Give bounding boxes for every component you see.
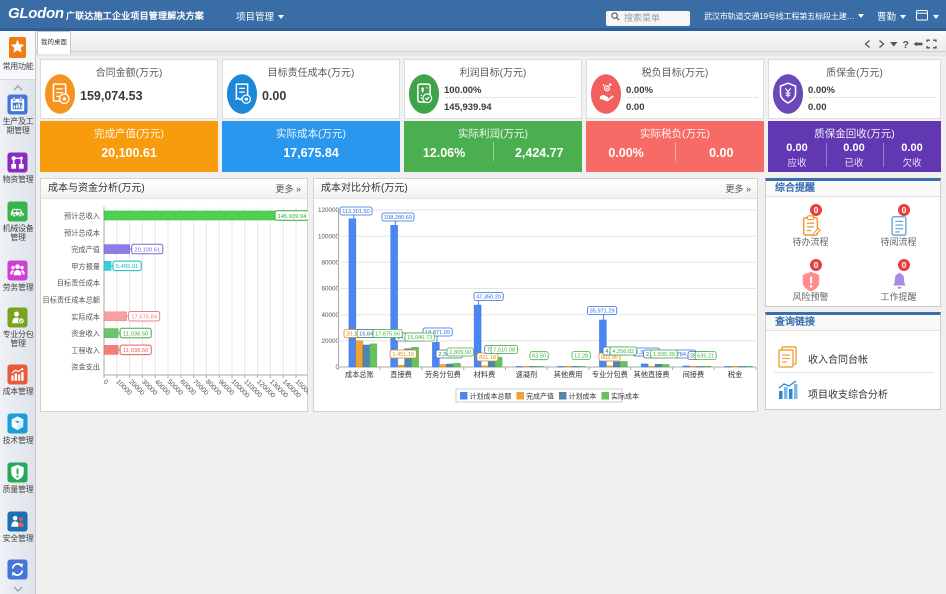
svg-text:计划成本: 计划成本 (569, 392, 597, 401)
svg-text:0: 0 (335, 364, 339, 371)
svg-text:63.50: 63.50 (532, 354, 546, 360)
svg-text:1,451.15: 1,451.15 (392, 352, 414, 358)
svg-text:20000: 20000 (321, 338, 339, 345)
svg-text:80000: 80000 (321, 260, 339, 267)
svg-text:目标责任成本: 目标责任成本 (57, 279, 100, 288)
svg-text:甲方报量: 甲方报量 (71, 262, 100, 271)
svg-text:20,100.61: 20,100.61 (134, 247, 160, 253)
svg-text:108,280.69: 108,280.69 (384, 215, 412, 221)
svg-text:劳务分包费: 劳务分包费 (425, 370, 461, 379)
svg-text:5,455.01: 5,455.01 (116, 264, 139, 270)
svg-text:计划成本总额: 计划成本总额 (470, 392, 512, 401)
svg-text:7,510.08: 7,510.08 (493, 348, 515, 354)
svg-text:784.28: 784.28 (677, 352, 694, 358)
svg-text:工程收入: 工程收入 (71, 346, 100, 355)
svg-text:47,350.20: 47,350.20 (476, 295, 501, 301)
svg-text:145,939.94: 145,939.94 (277, 214, 307, 220)
svg-text:60000: 60000 (321, 286, 339, 293)
svg-text:成本总账: 成本总账 (345, 370, 374, 379)
svg-text:17,675.56: 17,675.56 (375, 332, 400, 338)
svg-text:速凝剂: 速凝剂 (516, 370, 538, 379)
svg-text:专业分包费: 专业分包费 (592, 370, 628, 379)
svg-text:0: 0 (102, 378, 110, 386)
svg-text:15,046.73: 15,046.73 (407, 335, 432, 341)
svg-text:12.28: 12.28 (574, 354, 588, 360)
svg-text:11,038.50: 11,038.50 (123, 331, 148, 337)
svg-text:实际成本: 实际成本 (611, 392, 639, 401)
svg-text:35,971.29: 35,971.29 (590, 309, 615, 315)
svg-text:资金收入: 资金收入 (71, 329, 100, 338)
svg-text:其他费用: 其他费用 (554, 370, 583, 379)
svg-text:18,871.09: 18,871.09 (425, 330, 450, 336)
svg-text:831.18: 831.18 (479, 355, 496, 361)
svg-text:11,038.50: 11,038.50 (123, 348, 148, 354)
svg-text:目标责任成本总额: 目标责任成本总额 (42, 296, 100, 305)
svg-text:完成产值: 完成产值 (71, 245, 100, 254)
svg-text:635.21: 635.21 (697, 354, 714, 360)
svg-text:4,256.82: 4,256.82 (612, 349, 634, 355)
svg-text:预计总收入: 预计总收入 (64, 212, 100, 221)
svg-text:完成产值: 完成产值 (526, 392, 554, 401)
svg-text:17,675.84: 17,675.84 (131, 315, 158, 321)
svg-text:材料费: 材料费 (474, 370, 496, 379)
svg-text:113,301.50: 113,301.50 (342, 209, 370, 215)
svg-text:100000: 100000 (318, 233, 340, 240)
svg-text:间接费: 间接费 (683, 370, 705, 379)
svg-text:实际成本: 实际成本 (71, 312, 100, 321)
svg-text:802.95: 802.95 (601, 355, 618, 361)
svg-text:2,809.90: 2,809.90 (449, 350, 471, 356)
svg-text:资金支出: 资金支出 (71, 363, 100, 372)
svg-text:120000: 120000 (318, 207, 340, 214)
svg-text:40000: 40000 (321, 312, 339, 319)
svg-text:1,930.39: 1,930.39 (653, 352, 675, 358)
svg-text:直接费: 直接费 (390, 370, 412, 379)
svg-text:预计总成本: 预计总成本 (64, 228, 100, 237)
svg-text:税金: 税金 (728, 370, 742, 379)
svg-text:其他直接费: 其他直接费 (634, 370, 670, 379)
svg-text:?: ? (903, 39, 909, 50)
svg-text:16,844.28: 16,844.28 (359, 332, 384, 338)
